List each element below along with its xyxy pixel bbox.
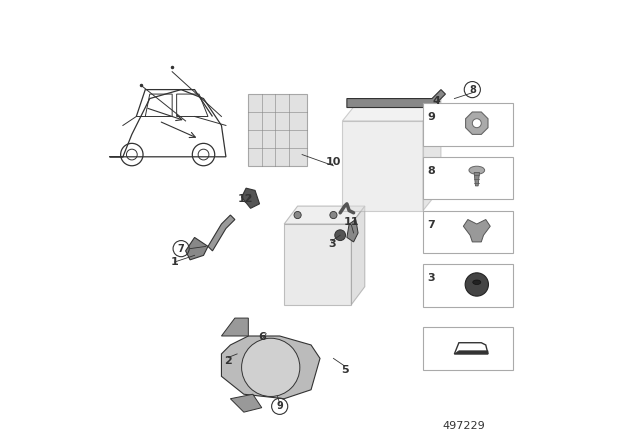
Polygon shape xyxy=(342,99,441,121)
Text: 9: 9 xyxy=(428,112,435,122)
FancyBboxPatch shape xyxy=(423,103,513,146)
FancyBboxPatch shape xyxy=(342,121,423,211)
Circle shape xyxy=(472,119,481,128)
Text: 1: 1 xyxy=(170,257,179,267)
Polygon shape xyxy=(347,220,358,242)
Polygon shape xyxy=(284,206,365,224)
Polygon shape xyxy=(347,90,445,108)
Polygon shape xyxy=(423,99,441,211)
Polygon shape xyxy=(463,220,490,242)
Text: 2: 2 xyxy=(224,356,232,366)
Circle shape xyxy=(465,273,488,296)
FancyBboxPatch shape xyxy=(284,224,351,305)
Polygon shape xyxy=(186,237,208,260)
Text: 7: 7 xyxy=(178,244,184,254)
Text: 3: 3 xyxy=(328,239,335,249)
Polygon shape xyxy=(221,336,320,399)
FancyBboxPatch shape xyxy=(423,211,513,253)
FancyBboxPatch shape xyxy=(423,264,513,307)
Polygon shape xyxy=(454,351,488,354)
Text: 8: 8 xyxy=(469,85,476,95)
Polygon shape xyxy=(351,206,365,305)
Circle shape xyxy=(294,211,301,219)
Polygon shape xyxy=(208,215,235,251)
Polygon shape xyxy=(474,172,479,186)
FancyBboxPatch shape xyxy=(248,94,307,166)
Polygon shape xyxy=(466,112,488,134)
Text: 8: 8 xyxy=(428,166,435,176)
Text: 12: 12 xyxy=(237,194,253,204)
Ellipse shape xyxy=(473,280,481,284)
Circle shape xyxy=(242,338,300,396)
Text: 5: 5 xyxy=(341,365,348,375)
Circle shape xyxy=(335,230,346,241)
Polygon shape xyxy=(454,343,488,354)
Text: 6: 6 xyxy=(258,332,266,342)
Text: 10: 10 xyxy=(326,157,341,167)
Polygon shape xyxy=(230,394,262,412)
Text: 4: 4 xyxy=(433,96,440,106)
Ellipse shape xyxy=(469,166,484,174)
Polygon shape xyxy=(221,318,248,336)
Circle shape xyxy=(330,211,337,219)
Text: 3: 3 xyxy=(428,273,435,283)
Text: 9: 9 xyxy=(276,401,283,411)
Polygon shape xyxy=(242,188,260,208)
FancyBboxPatch shape xyxy=(423,157,513,199)
Text: 497229: 497229 xyxy=(442,421,484,431)
Text: 11: 11 xyxy=(344,217,359,227)
Text: 7: 7 xyxy=(428,220,435,229)
FancyBboxPatch shape xyxy=(423,327,513,370)
